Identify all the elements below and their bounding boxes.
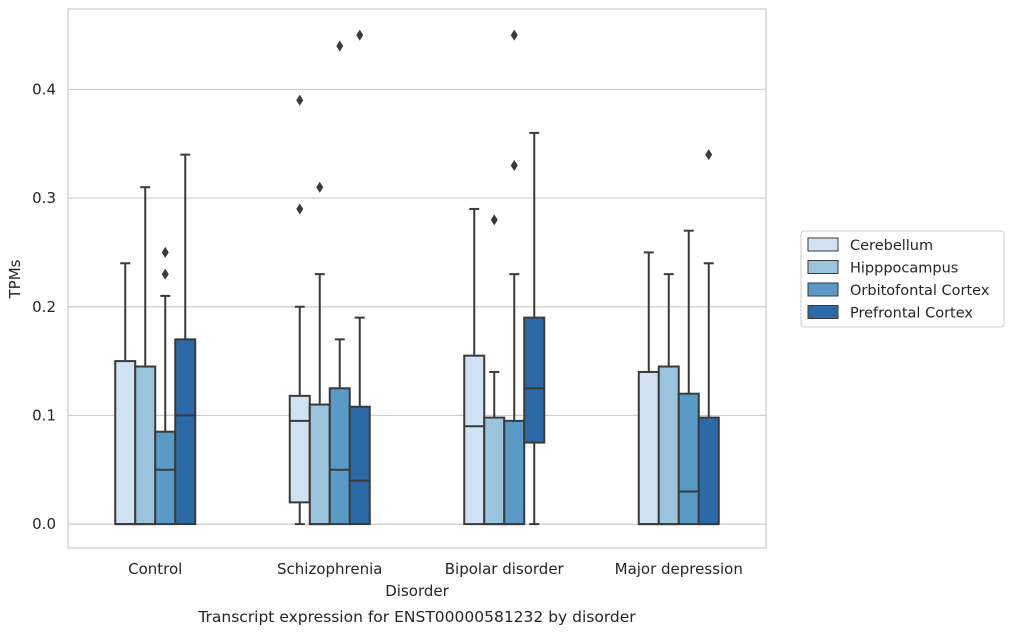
box-hipppocampus — [483, 214, 506, 526]
legend-swatch — [807, 305, 839, 319]
outlier-point — [161, 268, 169, 280]
y-tick-label: 0.0 — [32, 515, 56, 533]
outlier-point — [510, 29, 518, 41]
box-body — [134, 365, 157, 526]
box-cerebellum — [637, 251, 660, 526]
legend: Cerebellum Hipppocampus Orbitofontal Corte… — [800, 230, 1005, 328]
plot-frame — [67, 8, 767, 549]
box-body — [308, 403, 331, 526]
outlier-point — [296, 203, 304, 215]
box-body — [154, 430, 177, 526]
box-orbitofontal-cortex — [154, 246, 177, 526]
box-body — [637, 370, 660, 526]
box-orbitofontal-cortex — [328, 40, 351, 526]
legend-frame — [800, 230, 1005, 328]
box-body — [328, 387, 351, 526]
outlier-point — [490, 214, 498, 226]
y-tick-label: 0.3 — [32, 189, 56, 207]
chart-caption: Transcript expression for ENST0000058123… — [197, 608, 636, 626]
x-tick-label: Schizophrenia — [277, 560, 382, 578]
outlier-point — [356, 29, 364, 41]
box-body — [348, 405, 371, 526]
box-body — [463, 354, 486, 526]
x-tick-label: Control — [128, 560, 182, 578]
legend-swatch — [807, 237, 839, 252]
x-tick-label: Major depression — [615, 560, 743, 578]
x-tick-label: Bipolar disorder — [445, 560, 565, 578]
box-body — [174, 338, 197, 526]
box-cerebellum — [114, 262, 137, 526]
outlier-point — [296, 94, 304, 106]
legend-swatch — [807, 260, 839, 274]
y-tick-label: 0.2 — [32, 298, 56, 316]
box-body — [677, 392, 700, 526]
box-body — [503, 419, 526, 526]
y-tick-label: 0.1 — [32, 406, 56, 424]
box-orbitofontal-cortex — [503, 29, 526, 526]
outlier-point — [161, 246, 169, 258]
outlier-point — [336, 40, 344, 52]
box-body — [523, 316, 546, 444]
box-prefrontal-cortex — [697, 149, 720, 526]
box-prefrontal-cortex — [523, 131, 546, 526]
outlier-point — [705, 149, 713, 161]
box-prefrontal-cortex — [348, 29, 371, 526]
box-body — [288, 394, 311, 504]
x-axis-label: Disorder — [385, 582, 449, 600]
box-hipppocampus — [308, 181, 331, 526]
legend-label: Hipppocampus — [850, 261, 958, 277]
legend-label: Cerebellum — [850, 238, 933, 254]
y-tick-label: 0.4 — [32, 80, 56, 98]
box-body — [114, 360, 137, 526]
outlier-point — [510, 159, 518, 171]
legend-label: Prefrontal Cortex — [850, 306, 973, 322]
box-body — [657, 365, 680, 526]
box-hipppocampus — [134, 186, 157, 526]
box-body — [483, 416, 506, 526]
y-axis-label: TPMs — [6, 259, 24, 299]
box-orbitofontal-cortex — [677, 229, 700, 526]
box-cerebellum — [288, 94, 311, 526]
box-cerebellum — [463, 207, 486, 526]
box-hipppocampus — [657, 273, 680, 526]
box-prefrontal-cortex — [174, 153, 197, 526]
legend-swatch — [807, 282, 839, 297]
box-body — [697, 416, 720, 526]
outlier-point — [316, 181, 324, 193]
legend-label: Orbitofontal Cortex — [850, 283, 990, 299]
